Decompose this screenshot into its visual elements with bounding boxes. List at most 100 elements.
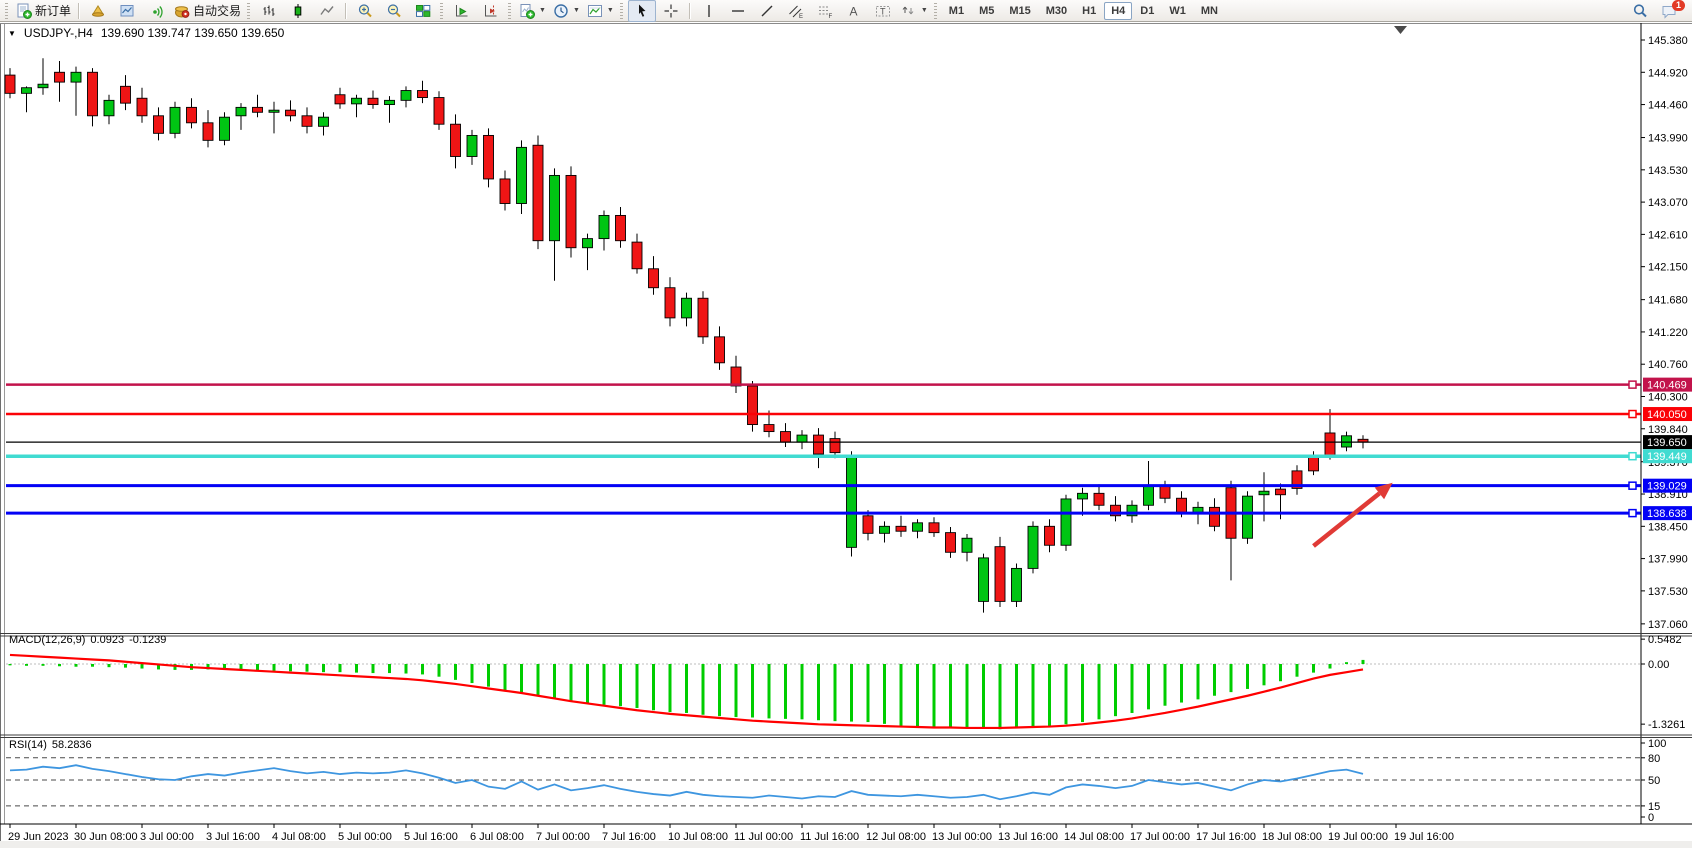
macd-signal-value: -0.1239 xyxy=(129,634,167,646)
svg-text:140.469: 140.469 xyxy=(1647,380,1687,392)
bar-chart-button[interactable] xyxy=(255,0,283,22)
hline-handle[interactable] xyxy=(1628,380,1637,389)
horizontal-line-icon xyxy=(731,9,744,12)
text-label-tool-button[interactable]: T xyxy=(869,0,897,22)
zoom-in-button[interactable] xyxy=(351,0,379,22)
channel-tool-button[interactable]: E xyxy=(782,0,810,22)
svg-text:143.530: 143.530 xyxy=(1648,165,1688,177)
svg-text:137.530: 137.530 xyxy=(1648,586,1688,598)
crosshair-icon xyxy=(664,4,678,17)
arrows-tool-button[interactable]: ▼ xyxy=(898,0,931,22)
toolbar-grip[interactable] xyxy=(933,2,937,19)
toolbar-grip[interactable] xyxy=(440,2,444,19)
timeframe-button-H1[interactable]: H1 xyxy=(1082,4,1097,17)
horizontal-line-tool-button[interactable] xyxy=(724,0,752,22)
cursor-icon xyxy=(638,4,646,17)
macd-indicator-label: MACD(12,26,9) 0.0923 -0.1239 xyxy=(9,634,166,646)
autotrading-icon xyxy=(175,5,190,18)
svg-text:0: 0 xyxy=(1648,812,1654,824)
svg-text:12 Jul 08:00: 12 Jul 08:00 xyxy=(866,831,926,843)
web-terminal-button[interactable] xyxy=(113,0,141,22)
hline-handle[interactable] xyxy=(1628,409,1637,419)
hline-handle[interactable] xyxy=(1628,481,1637,490)
timeframe-button-D1[interactable]: D1 xyxy=(1140,4,1155,17)
svg-text:13 Jul 16:00: 13 Jul 16:00 xyxy=(998,831,1058,843)
svg-text:50: 50 xyxy=(1648,775,1660,787)
dropdown-caret-icon: ▼ xyxy=(920,7,928,14)
cursor-tool-button[interactable] xyxy=(627,0,656,22)
chart-canvas[interactable]: 145.380 144.920 144.460 143.990 143.530 143.0… xyxy=(0,23,1692,848)
fibonacci-tool-button[interactable]: F xyxy=(811,0,839,22)
svg-text:17 Jul 16:00: 17 Jul 16:00 xyxy=(1196,831,1256,843)
chart-shift-icon xyxy=(485,4,497,16)
macd-panel: 0.5482 0.00 -1.3261 xyxy=(6,634,1685,731)
autotrading-button[interactable]: 自动交易 xyxy=(171,0,244,22)
periods-button[interactable]: ▼ xyxy=(550,0,583,22)
chat-button[interactable]: 1 xyxy=(1655,0,1685,22)
timeframe-button-MN[interactable]: MN xyxy=(1200,4,1218,17)
macd-signal-line xyxy=(9,653,1364,730)
timeframe-button-M15[interactable]: M15 xyxy=(1009,4,1031,17)
new-order-button[interactable]: 新订单 xyxy=(13,0,74,22)
timeframe-button-M30[interactable]: M30 xyxy=(1045,4,1068,17)
rsi-line xyxy=(9,764,1364,801)
auto-scroll-button[interactable] xyxy=(448,0,476,22)
price-axis[interactable]: 145.380 144.920 144.460 143.990 143.530 143.0… xyxy=(1640,23,1692,824)
gold-badge-icon xyxy=(92,4,105,17)
candlestick-chart-icon xyxy=(294,3,302,18)
candlestick-chart-button[interactable] xyxy=(284,0,312,22)
timeframe-button-M5[interactable]: M5 xyxy=(979,4,995,17)
chart-shift-marker-icon[interactable] xyxy=(1394,26,1407,34)
market-depth-button[interactable] xyxy=(84,0,112,22)
vertical-line-tool-button[interactable] xyxy=(695,0,723,22)
toolbar-grip[interactable] xyxy=(619,2,623,19)
line-chart-icon xyxy=(320,5,334,15)
hlines-layer[interactable] xyxy=(6,380,1641,518)
svg-text:137.990: 137.990 xyxy=(1648,554,1688,566)
svg-text:17 Jul 00:00: 17 Jul 00:00 xyxy=(1130,831,1190,843)
chart-title[interactable]: ▼ USDJPY-,H4 139.690 139.747 139.650 139… xyxy=(8,26,284,40)
toolbar-grip[interactable] xyxy=(5,2,8,19)
svg-text:19 Jul 00:00: 19 Jul 00:00 xyxy=(1328,831,1388,843)
trend-arrow-annotation[interactable] xyxy=(1312,482,1393,548)
timeframe-button-W1[interactable]: W1 xyxy=(1169,4,1186,17)
chart-shift-button[interactable] xyxy=(477,0,505,22)
svg-text:10 Jul 08:00: 10 Jul 08:00 xyxy=(668,831,728,843)
svg-text:19 Jul 16:00: 19 Jul 16:00 xyxy=(1394,831,1454,843)
svg-text:30 Jun 08:00: 30 Jun 08:00 xyxy=(74,831,138,843)
svg-text:80: 80 xyxy=(1648,753,1660,765)
hline-handle[interactable] xyxy=(1628,451,1637,461)
rsi-value: 58.2836 xyxy=(51,739,92,751)
line-chart-button[interactable] xyxy=(313,0,341,22)
search-button[interactable] xyxy=(1626,0,1654,22)
tile-windows-button[interactable] xyxy=(409,0,437,22)
rsi-name: RSI(14) xyxy=(9,739,47,751)
timeframe-group: M1 M5 M15 M30 H1 H4 D1 W1 MN xyxy=(942,1,1225,20)
time-axis[interactable]: 29 Jun 2023 30 Jun 08:00 3 Jul 00:00 3 Jul … xyxy=(0,823,1692,843)
trendline-tool-button[interactable] xyxy=(753,0,781,22)
timeframe-button-M1[interactable]: M1 xyxy=(948,4,965,17)
signal-button[interactable] xyxy=(142,0,170,22)
templates-button[interactable]: ▼ xyxy=(584,0,617,22)
chart-ohlc-quotes: 139.690 139.747 139.650 139.650 xyxy=(100,26,285,40)
svg-text:6 Jul 08:00: 6 Jul 08:00 xyxy=(470,831,524,843)
timeframe-button-H4[interactable]: H4 xyxy=(1104,1,1133,20)
dropdown-caret-icon: ▼ xyxy=(606,7,614,14)
chart-menu-icon[interactable]: ▼ xyxy=(8,28,16,38)
svg-text:139.449: 139.449 xyxy=(1647,451,1687,463)
text-tool-button[interactable]: A xyxy=(840,0,868,22)
search-icon xyxy=(1633,3,1647,17)
rsi-panel: 100 80 50 150 xyxy=(6,738,1666,824)
zoom-out-button[interactable] xyxy=(380,0,408,22)
clock-icon xyxy=(554,3,568,18)
toolbar-grip[interactable] xyxy=(247,2,251,19)
hline-handle[interactable] xyxy=(1628,508,1637,518)
svg-text:144.920: 144.920 xyxy=(1648,67,1688,79)
indicators-button[interactable]: ▼ xyxy=(516,0,549,22)
svg-text:140.760: 140.760 xyxy=(1648,359,1688,371)
macd-value: 0.0923 xyxy=(90,634,125,646)
svg-text:7 Jul 00:00: 7 Jul 00:00 xyxy=(536,831,590,843)
crosshair-tool-button[interactable] xyxy=(657,0,685,22)
toolbar-grip[interactable] xyxy=(508,2,512,19)
main-toolbar: 新订单 自动交易 xyxy=(0,0,1692,22)
